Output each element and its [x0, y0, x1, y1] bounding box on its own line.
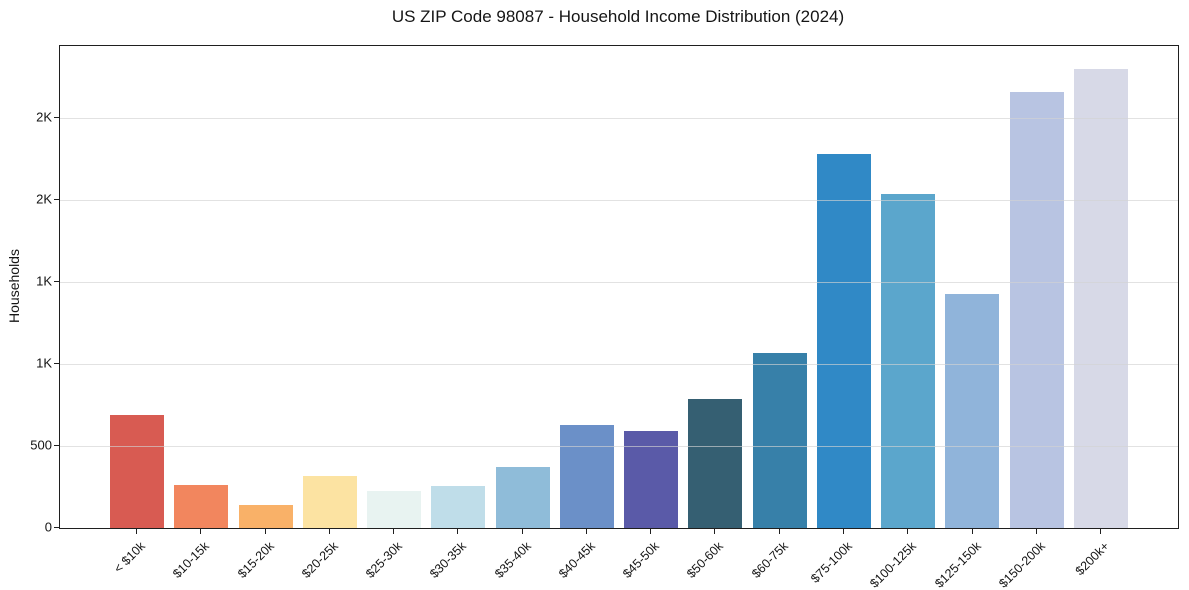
- x-tick-label: $125-150k: [931, 539, 984, 590]
- y-tick: [54, 199, 59, 201]
- chart-bar: [945, 293, 1000, 528]
- gridline: [60, 200, 1178, 202]
- x-tick-label: $150-200k: [995, 539, 1048, 590]
- bars-layer: [60, 46, 1178, 528]
- chart-bar: [431, 486, 486, 528]
- chart-bar: [688, 398, 743, 528]
- chart-bar: [1073, 69, 1128, 528]
- x-tick-label: $60-75k: [748, 539, 791, 581]
- y-tick-label: 500: [30, 437, 52, 453]
- x-tick: [1035, 529, 1037, 534]
- x-tick: [521, 529, 523, 534]
- x-tick-label: $25-30k: [363, 539, 405, 581]
- x-tick-label: $10-15k: [170, 539, 213, 581]
- y-tick: [54, 117, 59, 119]
- y-tick-label: 1K: [36, 355, 52, 371]
- chart-bar: [559, 424, 614, 528]
- gridline: [60, 364, 1178, 366]
- x-tick: [200, 529, 202, 534]
- y-tick: [54, 281, 59, 283]
- x-tick: [1100, 529, 1101, 534]
- chart-bar: [495, 467, 550, 528]
- gridline: [60, 118, 1178, 120]
- x-tick-label: $30-35k: [427, 539, 470, 581]
- y-tick: [54, 363, 59, 365]
- chart-bar: [752, 352, 807, 528]
- x-tick-label: $40-45k: [555, 539, 598, 581]
- x-tick: [393, 529, 395, 534]
- x-tick: [136, 529, 137, 534]
- x-tick-label: $50-60k: [684, 539, 727, 581]
- y-tick-label: 2K: [36, 109, 52, 125]
- x-tick-label: $100-125k: [867, 539, 920, 590]
- chart-bar: [238, 505, 293, 528]
- x-tick: [714, 529, 716, 534]
- y-tick-label: 2K: [36, 191, 52, 207]
- x-tick: [971, 529, 973, 534]
- x-tick: [842, 529, 844, 534]
- chart-bar: [1009, 91, 1064, 528]
- chart-bar: [174, 485, 229, 528]
- x-tick-label: < $10k: [111, 539, 148, 576]
- chart-bar: [624, 431, 679, 528]
- x-tick-label: $75-100k: [808, 539, 855, 586]
- y-tick-label: 1K: [36, 273, 52, 289]
- x-tick-label: $15-20k: [234, 539, 277, 581]
- chart-bar: [367, 491, 422, 528]
- x-tick-label: $35-40k: [491, 539, 534, 581]
- chart-bar: [816, 154, 871, 528]
- y-tick-label: 0: [44, 519, 52, 535]
- chart-bar: [302, 475, 357, 528]
- y-tick: [54, 445, 59, 446]
- x-tick: [650, 529, 652, 534]
- gridline: [60, 282, 1178, 284]
- x-tick: [778, 529, 780, 534]
- chart-title: US ZIP Code 98087 - Household Income Dis…: [391, 7, 845, 26]
- x-tick: [907, 529, 909, 534]
- x-tick: [457, 529, 459, 534]
- plot-area: [59, 45, 1179, 529]
- x-tick: [328, 529, 330, 534]
- x-tick-label: $200k+: [1072, 539, 1112, 579]
- x-tick: [585, 529, 587, 534]
- x-tick-label: $20-25k: [298, 539, 341, 581]
- gridline: [60, 446, 1178, 447]
- y-tick: [54, 527, 59, 528]
- chart-bar: [110, 414, 164, 528]
- chart-bar: [881, 193, 936, 528]
- x-tick-label: $45-50k: [620, 539, 662, 581]
- x-tick: [264, 529, 266, 534]
